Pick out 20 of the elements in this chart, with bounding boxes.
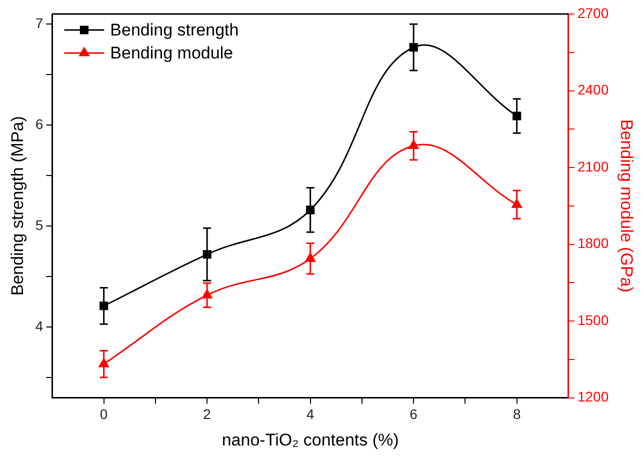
x-tick-label: 2: [203, 406, 212, 422]
y-tick-label: 7: [35, 14, 44, 31]
x-axis-title: nano-TiO₂ contents (%): [222, 430, 399, 450]
legend-label: Bending strength: [110, 20, 239, 40]
y2-tick-label: 1800: [577, 235, 609, 252]
y2-tick-label: 2100: [577, 158, 609, 174]
y2-tick-label: 2400: [577, 82, 609, 98]
y2-tick-label: 2700: [577, 4, 609, 21]
y2-tick-label: 1500: [577, 312, 609, 328]
x-tick-label: 4: [306, 406, 314, 422]
y-tick-label: 4: [35, 318, 44, 334]
x-tick-label: 8: [512, 406, 521, 422]
y2-tick-label: 1200: [577, 388, 609, 405]
y-axis-title: Bending strength (MPa): [8, 116, 27, 296]
x-tick-label: 6: [410, 406, 418, 422]
legend-label: Bending module: [110, 44, 234, 63]
y-tick-label: 5: [35, 216, 44, 233]
x-tick-label: 0: [100, 406, 108, 422]
y-tick-label: 6: [35, 116, 44, 132]
y2-axis-title: Bending module (GPa): [617, 119, 636, 292]
